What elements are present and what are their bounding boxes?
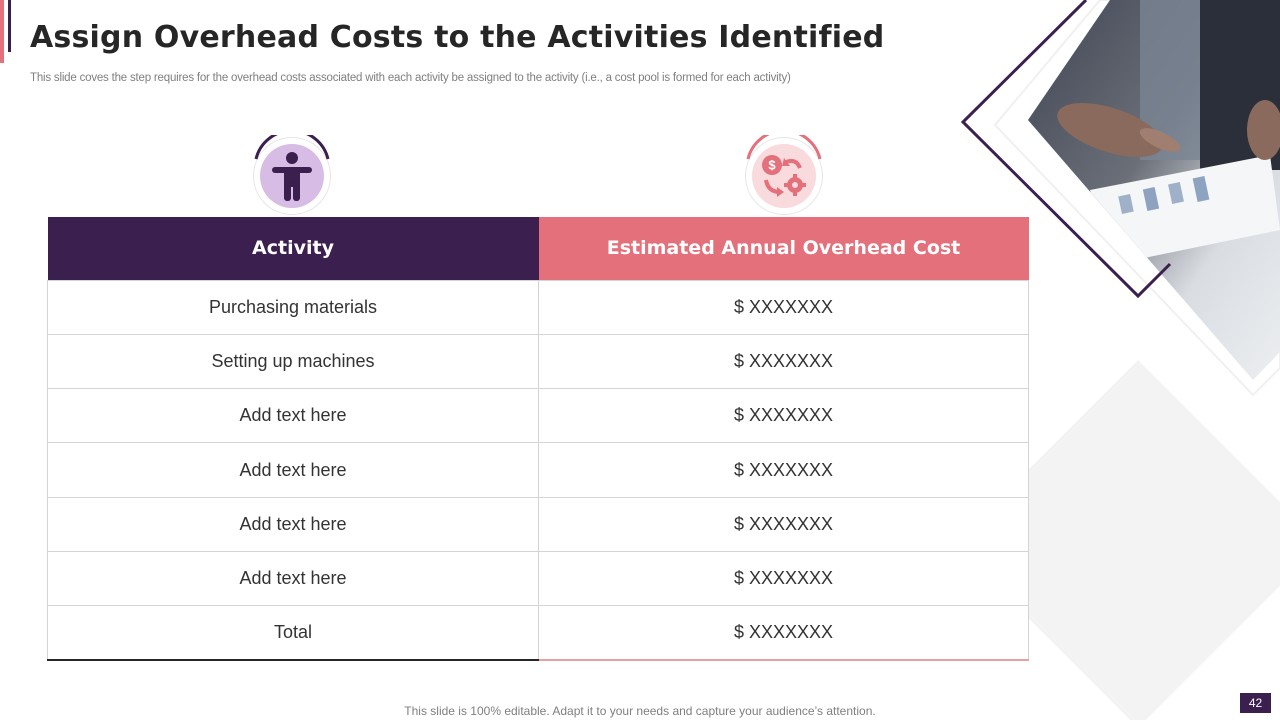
table-row: Setting up machines $ XXXXXXX (47, 333, 1029, 390)
table-row: Add text here $ XXXXXXX (47, 496, 1029, 552)
overhead-cost-table: Activity Estimated Annual Overhead Cost … (47, 217, 1029, 662)
total-label-cell: Total (47, 605, 539, 662)
total-cost-cell: $ XXXXXXX (538, 605, 1029, 662)
badge-arc (254, 135, 330, 160)
activity-cell: Purchasing materials (47, 279, 539, 335)
footer-note: This slide is 100% editable. Adapt it to… (404, 704, 876, 718)
badge-arc (746, 135, 822, 160)
header-estimated-cost: Estimated Annual Overhead Cost (538, 217, 1029, 280)
table-row: Add text here $ XXXXXXX (47, 442, 1029, 498)
accent-bar-pink (0, 0, 4, 63)
header-activity: Activity (47, 217, 539, 280)
slide-subtitle: This slide coves the step requires for t… (30, 72, 791, 84)
activity-cell: Add text here (47, 442, 539, 498)
business-photo (1028, 0, 1280, 380)
cost-cell: $ XXXXXXX (538, 496, 1029, 552)
cost-cell: $ XXXXXXX (538, 442, 1029, 498)
dollar-exchange-gear-icon: $ (762, 155, 806, 197)
activity-cell: Add text here (47, 550, 539, 607)
activity-cell: Setting up machines (47, 333, 539, 390)
cost-cell: $ XXXXXXX (538, 279, 1029, 335)
cost-cell: $ XXXXXXX (538, 388, 1029, 444)
table-row: Add text here $ XXXXXXX (47, 550, 1029, 607)
table-header-row: Activity Estimated Annual Overhead Cost (47, 217, 1029, 280)
activity-icon-badge (253, 135, 331, 215)
table-row-total: Total $ XXXXXXX (47, 605, 1029, 662)
table-row: Add text here $ XXXXXXX (47, 388, 1029, 444)
person-arms-out-icon (272, 152, 312, 201)
slide-title: Assign Overhead Costs to the Activities … (30, 20, 885, 55)
table-row: Purchasing materials $ XXXXXXX (47, 279, 1029, 335)
accent-bar-purple (8, 0, 11, 52)
activity-cell: Add text here (47, 496, 539, 552)
svg-text:$: $ (768, 158, 776, 173)
cost-cell: $ XXXXXXX (538, 333, 1029, 390)
page-number-badge: 42 (1240, 693, 1271, 713)
cost-cell: $ XXXXXXX (538, 550, 1029, 607)
cost-icon-badge: $ (745, 135, 823, 215)
activity-cell: Add text here (47, 388, 539, 444)
